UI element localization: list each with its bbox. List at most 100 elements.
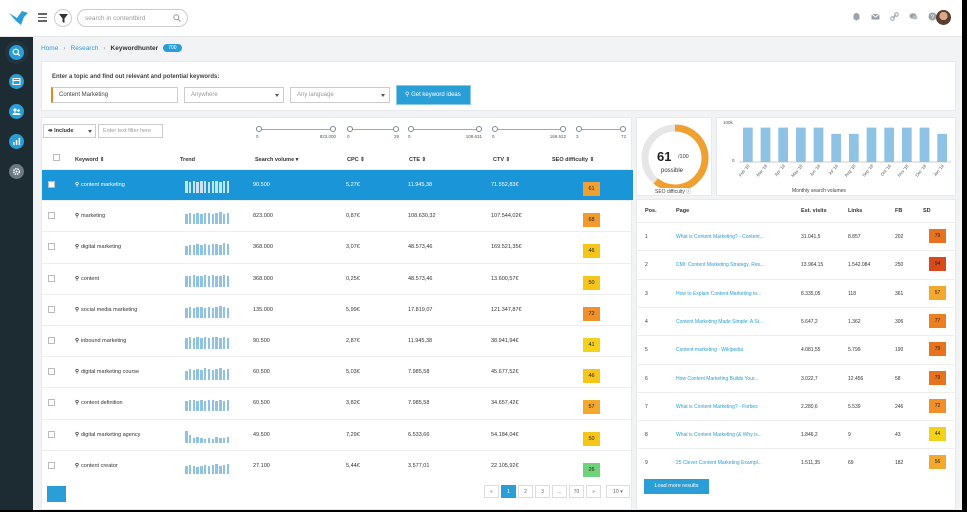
bulk-action-button[interactable] (47, 486, 66, 502)
table-row[interactable]: content definition 60.500 3,82€ 7.985,58 34.… (42, 387, 633, 418)
link-icon[interactable] (890, 12, 899, 21)
trend-bar (207, 400, 211, 412)
sidebar-item-team[interactable] (9, 104, 24, 119)
table-row[interactable]: inbound marketing 90.500 2,87€ 11.945,38 38.… (42, 325, 633, 356)
serp-page-link[interactable]: What is Content Marketing? - Forbes (676, 403, 758, 410)
page-button[interactable]: 3 (535, 485, 550, 498)
serp-page-link[interactable]: What is Content Marketing (& Why is... (676, 432, 762, 439)
table-row[interactable]: content 368.000 0,25€ 48.573,46 13.600,57€ 50 (42, 262, 633, 294)
table-row[interactable]: digital marketing course 60.500 5,03€ 7.985… (42, 356, 633, 387)
contentbird-logo[interactable] (8, 9, 30, 27)
slider-max-handle[interactable] (560, 126, 566, 132)
row-checkbox[interactable] (48, 430, 55, 438)
text-filter-input[interactable]: Enter text filter here (98, 124, 163, 138)
breadcrumb-research[interactable]: Research (70, 44, 99, 52)
table-row[interactable]: content marketing 90.500 5,27€ 11.945,38 71.… (42, 169, 633, 200)
slider-min-handle[interactable] (576, 126, 582, 132)
sidebar-item-search[interactable] (9, 45, 24, 60)
keyword-cell[interactable]: digital marketing (75, 244, 121, 250)
search-input[interactable]: search in contentbird (77, 9, 188, 27)
prev-page-button[interactable]: « (484, 485, 499, 498)
filter-button[interactable] (54, 9, 72, 27)
row-checkbox[interactable] (48, 274, 55, 282)
page-size-select[interactable]: 10 ▾ (606, 485, 630, 498)
include-select[interactable]: ⇹ Include (43, 124, 96, 138)
slider-min-handle[interactable] (256, 126, 262, 132)
table-row[interactable]: content creator 27.100 5,44€ 3.577,01 22.105… (42, 449, 633, 481)
help-icon[interactable]: ? (928, 12, 937, 21)
slider-max-handle[interactable] (476, 126, 482, 132)
search-icon[interactable] (173, 14, 181, 22)
keyword-cell[interactable]: content marketing (75, 182, 125, 188)
trend-bar (185, 181, 188, 193)
bell-icon[interactable] (852, 12, 861, 21)
sidebar-item-calendar[interactable] (9, 74, 24, 89)
seo-difficulty-badge: 57 (583, 400, 600, 415)
language-select[interactable]: Any language (290, 87, 390, 103)
select-all-checkbox[interactable] (53, 154, 60, 163)
row-checkbox[interactable] (48, 461, 55, 469)
next-page-button[interactable]: » (586, 485, 601, 498)
trend-bar (222, 214, 226, 225)
page-button[interactable]: 70 (569, 485, 584, 498)
slider-min-handle[interactable] (347, 126, 353, 132)
keyword-cell[interactable]: content (75, 276, 99, 282)
row-checkbox[interactable] (48, 305, 55, 313)
page-button[interactable]: 1 (501, 485, 516, 498)
avatar[interactable] (936, 10, 951, 25)
menu-icon[interactable] (38, 13, 47, 22)
serp-page-link[interactable]: 25 Clever Content Marketing Exampl... (676, 460, 762, 467)
page-button[interactable]: 2 (518, 485, 533, 498)
header-cte[interactable]: CTE ⇕ (409, 157, 427, 163)
row-checkbox[interactable] (48, 243, 55, 251)
load-more-button[interactable]: Load more results (644, 479, 709, 494)
keyword-cell[interactable]: marketing (75, 213, 105, 219)
header-keyword[interactable]: Keyword ⇕ (75, 157, 105, 163)
sidebar-item-settings[interactable] (9, 164, 24, 179)
keyword-cell[interactable]: social media marketing (75, 307, 137, 313)
serp-page-link[interactable]: CMI: Content Marketing Strategy, Res... (676, 262, 765, 269)
table-row[interactable]: digital marketing 368.000 3,07€ 48.573,46 16… (42, 231, 633, 262)
serp-page-link[interactable]: How to Explain Content Marketing to... (676, 290, 762, 297)
mail-icon[interactable] (871, 12, 880, 21)
keyword-cell[interactable]: inbound marketing (75, 338, 126, 344)
trend-bar (188, 369, 192, 381)
row-checkbox[interactable] (48, 212, 55, 220)
row-checkbox[interactable] (48, 181, 55, 188)
table-row[interactable]: digital marketing agency 49.500 7,29€ 6.533… (42, 418, 633, 450)
row-checkbox[interactable] (48, 368, 55, 376)
volume-range-slider[interactable]: 0 823.000 (256, 125, 336, 139)
serp-page-link[interactable]: What is Content Marketing? - Content... (676, 234, 764, 240)
header-ctv[interactable]: CTV ⇕ (493, 157, 511, 163)
slider-max-handle[interactable] (393, 126, 399, 132)
ctv-range-slider[interactable]: 0 169.522 (492, 125, 566, 139)
header-volume[interactable]: Search volume ▾ (255, 157, 299, 163)
topic-input[interactable]: Content Marketing (51, 87, 178, 103)
location-select[interactable]: Anywhere (184, 87, 284, 103)
slider-max-handle[interactable] (330, 126, 336, 132)
slider-min-handle[interactable] (492, 126, 498, 132)
keyword-cell[interactable]: digital marketing course (75, 369, 139, 375)
slider-max-handle[interactable] (620, 126, 626, 132)
cte-range-slider[interactable]: 0 108.631 (408, 125, 482, 139)
cpc-range-slider[interactable]: 0 29 (347, 125, 399, 139)
breadcrumb-home[interactable]: Home (41, 44, 59, 52)
row-checkbox[interactable] (48, 337, 55, 344)
serp-sd-badge: 94 (929, 257, 946, 272)
keyword-cell[interactable]: content creator (75, 463, 118, 469)
row-checkbox[interactable] (48, 399, 55, 407)
keyword-cell[interactable]: digital marketing agency (75, 432, 140, 438)
header-cpc[interactable]: CPC ⇕ (347, 157, 365, 163)
get-keyword-ideas-button[interactable]: ⚲ Get keyword ideas (397, 86, 470, 104)
header-seo-difficulty[interactable]: SEO difficulty ⇕ (552, 157, 595, 163)
serp-page-link[interactable]: Content Marketing Made Simple: A St... (676, 318, 764, 325)
chat-icon[interactable] (909, 12, 918, 21)
serp-page-link[interactable]: Content marketing - Wikipedia (676, 347, 743, 354)
keyword-cell[interactable]: content definition (75, 400, 123, 406)
table-row[interactable]: marketing 823.000 0,87€ 108.630,32 107.544,0… (42, 200, 633, 231)
slider-min-handle[interactable] (408, 126, 414, 132)
sidebar-item-analytics[interactable] (9, 134, 24, 149)
seo-range-slider[interactable]: 3 72 (576, 125, 626, 139)
table-row[interactable]: social media marketing 135.000 5,99€ 17.819… (42, 293, 633, 325)
serp-page-link[interactable]: How Content Marketing Builds Your... (676, 375, 759, 382)
